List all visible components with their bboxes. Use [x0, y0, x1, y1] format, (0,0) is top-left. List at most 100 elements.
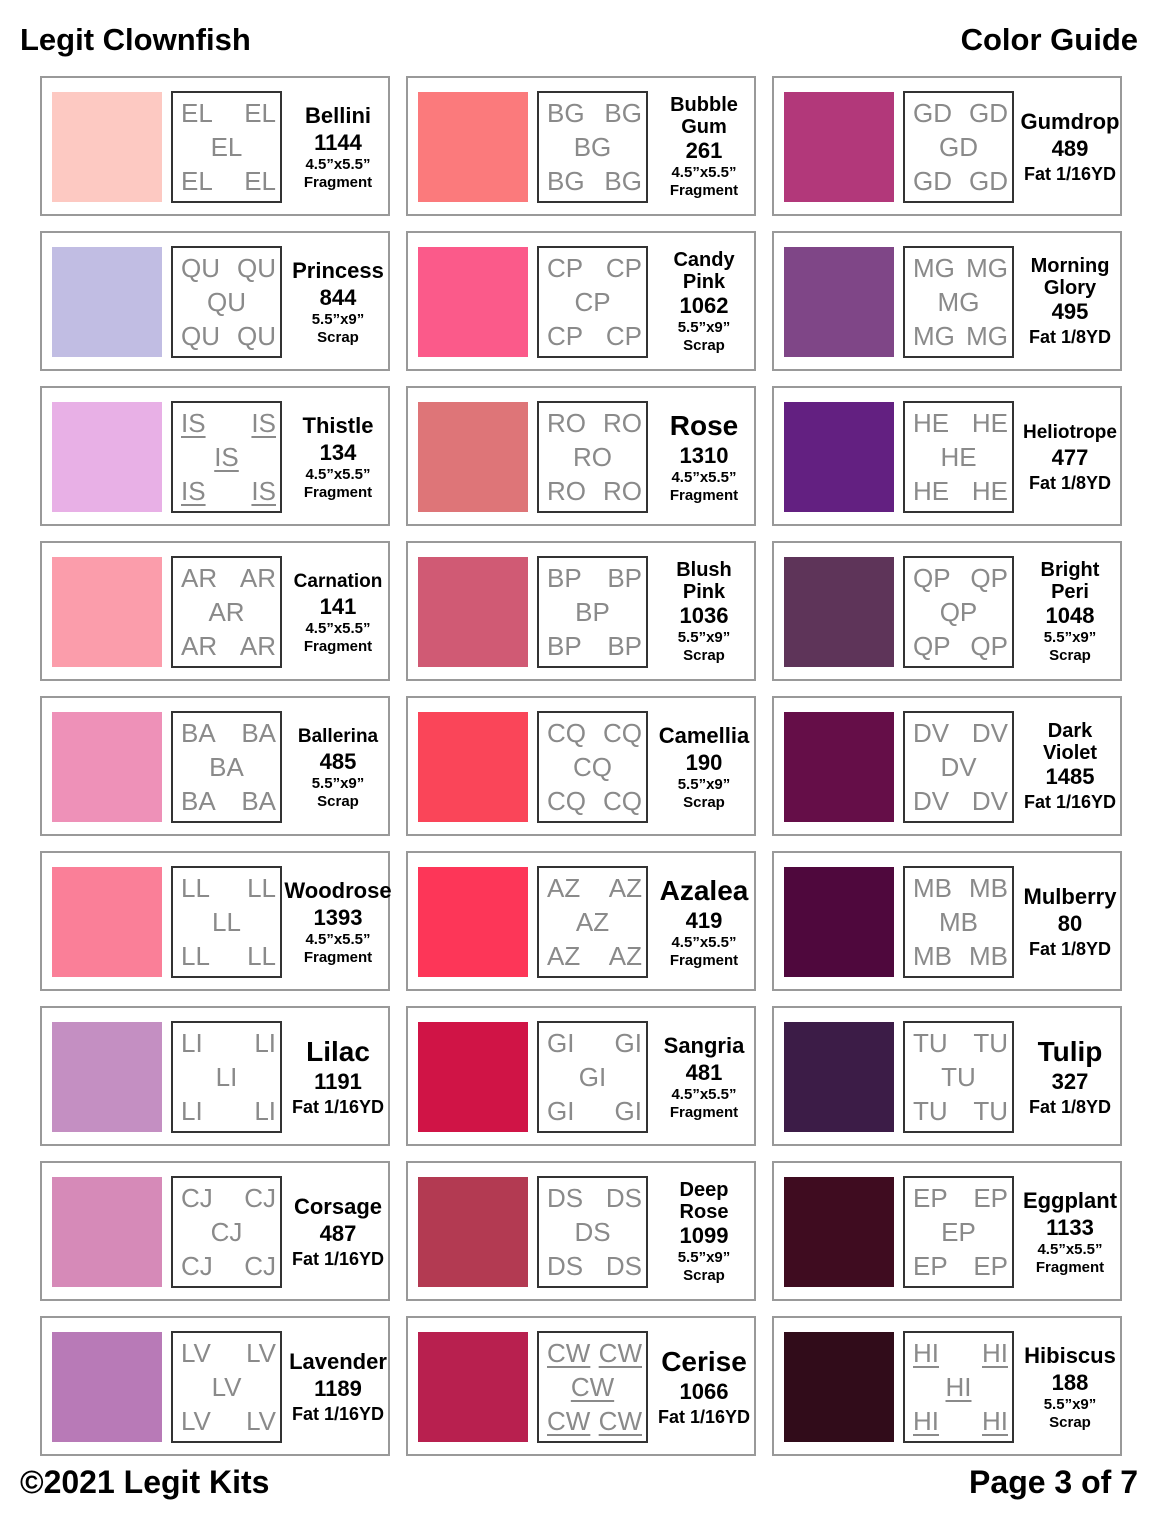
fabric-code: TU	[941, 1062, 976, 1092]
color-number: 1062	[679, 293, 729, 318]
fabric-code: BA	[181, 786, 216, 816]
cut-type: Fat 1/16YD	[1023, 164, 1117, 184]
color-card: DS DS DS DS DS Deep Rose 1099 5.5”x9” Scrap	[406, 1161, 756, 1301]
color-swatch	[418, 867, 528, 977]
fabric-code: BA	[241, 786, 276, 816]
fabric-code: CQ	[547, 786, 586, 816]
fabric-code: LI	[254, 1096, 276, 1126]
color-card: GD GD GD GD GD Gumdrop 489 Fat 1/16YD	[772, 76, 1122, 216]
color-number: 327	[1051, 1069, 1089, 1094]
color-card: QU QU QU QU QU Princess 844 5.5”x9” Scrap	[40, 231, 390, 371]
color-number: 190	[685, 750, 723, 775]
color-card: HI HI HI HI HI Hibiscus 188 5.5”x9” Scrap	[772, 1316, 1122, 1456]
code-box: QP QP QP QP QP	[903, 556, 1014, 668]
fabric-code: LV	[181, 1338, 211, 1368]
fabric-code: EP	[973, 1183, 1008, 1213]
color-swatch	[418, 712, 528, 822]
color-name: Eggplant	[1022, 1188, 1118, 1213]
cut-size: 5.5”x9”	[1043, 1396, 1097, 1413]
cut-type: Fat 1/8YD	[1028, 472, 1112, 493]
fabric-code: TU	[973, 1096, 1008, 1126]
color-swatch	[418, 402, 528, 512]
color-info: Hibiscus 188 5.5”x9” Scrap	[1017, 1328, 1123, 1446]
cut-type: Fat 1/8YD	[1028, 939, 1112, 959]
fabric-code: EP	[941, 1217, 976, 1247]
color-card: BA BA BA BA BA Ballerina 485 5.5”x9” Scrap	[40, 696, 390, 836]
color-card: HE HE HE HE HE Heliotrope 477 Fat 1/8YD	[772, 386, 1122, 526]
color-card: MG MG MG MG MG Morning Glory 495 Fat 1/8YD	[772, 231, 1122, 371]
color-info: Ballerina 485 5.5”x9” Scrap	[285, 708, 391, 826]
fabric-code: IS	[181, 408, 206, 438]
color-number: 481	[685, 1060, 723, 1085]
fabric-code: LL	[181, 941, 210, 971]
color-swatch	[418, 557, 528, 667]
fabric-code: GI	[547, 1096, 575, 1126]
cut-type: Scrap	[1049, 647, 1091, 664]
cut-type: Scrap	[683, 647, 725, 664]
color-name: Corsage	[293, 1194, 383, 1219]
color-name: Woodrose	[284, 878, 392, 903]
fabric-code: GD	[913, 166, 952, 196]
code-box: RO RO RO RO RO	[537, 401, 648, 513]
fabric-code: AZ	[547, 873, 581, 903]
fabric-code: LV	[246, 1338, 276, 1368]
fabric-code: HE	[940, 442, 977, 472]
cut-size: 5.5”x9”	[677, 319, 731, 336]
fabric-code: QP	[970, 563, 1008, 593]
color-info: Thistle 134 4.5”x5.5” Fragment	[285, 398, 391, 516]
color-card: TU TU TU TU TU Tulip 327 Fat 1/8YD	[772, 1006, 1122, 1146]
color-number: 141	[319, 593, 357, 619]
color-swatch	[52, 92, 162, 202]
color-info: Lilac 1191 Fat 1/16YD	[285, 1018, 391, 1136]
fabric-code: CJ	[244, 1251, 276, 1281]
fabric-code: CP	[574, 287, 611, 317]
cut-type: Fragment	[1035, 1259, 1105, 1276]
color-card: IS IS IS IS IS Thistle 134 4.5”x5.5” Fragment	[40, 386, 390, 526]
color-name: Lavender	[289, 1349, 387, 1374]
color-info: Lavender 1189 Fat 1/16YD	[285, 1328, 391, 1446]
code-box: HE HE HE HE HE	[903, 401, 1014, 513]
cut-type: Fat 1/16YD	[657, 1407, 751, 1427]
color-number: 1066	[679, 1379, 729, 1404]
fabric-code: GD	[969, 98, 1008, 128]
color-swatch	[784, 557, 894, 667]
color-swatch	[418, 1022, 528, 1132]
fabric-code: HE	[971, 476, 1008, 506]
code-box: AZ AZ AZ AZ AZ	[537, 866, 648, 978]
cut-type: Fat 1/16YD	[1023, 792, 1117, 812]
color-name: Blush Pink	[676, 559, 732, 603]
code-box: LV LV LV LV LV	[171, 1331, 282, 1443]
color-number: 188	[1051, 1370, 1089, 1395]
cut-type: Scrap	[317, 792, 359, 810]
fabric-code: DS	[574, 1217, 611, 1247]
color-name: Heliotrope	[1023, 421, 1117, 443]
cut-size: 4.5”x5.5”	[305, 466, 371, 483]
color-card: CJ CJ CJ CJ CJ Corsage 487 Fat 1/16YD	[40, 1161, 390, 1301]
fabric-code: CJ	[210, 1217, 243, 1247]
fabric-code: GI	[578, 1062, 607, 1092]
fabric-code: IS	[181, 476, 206, 506]
fabric-code: GI	[547, 1028, 575, 1058]
fabric-code: RO	[603, 476, 642, 506]
color-number: 1393	[313, 905, 363, 930]
code-box: DV DV DV DV DV	[903, 711, 1014, 823]
fabric-code: LV	[181, 1406, 211, 1436]
fabric-code: LV	[246, 1406, 276, 1436]
color-number: 261	[685, 138, 723, 163]
color-swatch	[52, 1022, 162, 1132]
color-info: Cerise 1066 Fat 1/16YD	[651, 1328, 757, 1446]
fabric-code: GD	[969, 166, 1008, 196]
color-info: Bright Peri 1048 5.5”x9” Scrap	[1017, 553, 1123, 671]
code-box: DS DS DS DS DS	[537, 1176, 648, 1288]
fabric-code: DV	[940, 752, 977, 782]
fabric-code: DS	[605, 1251, 642, 1281]
cut-type: Fragment	[303, 174, 373, 191]
color-name: Ballerina	[297, 725, 379, 747]
color-info: Tulip 327 Fat 1/8YD	[1017, 1018, 1123, 1136]
fabric-code: LI	[181, 1096, 203, 1126]
cut-type: Fragment	[669, 952, 739, 969]
color-card: GI GI GI GI GI Sangria 481 4.5”x5.5” Fragment	[406, 1006, 756, 1146]
code-box: EP EP EP EP EP	[903, 1176, 1014, 1288]
code-box: HI HI HI HI HI	[903, 1331, 1014, 1443]
color-number: 1036	[679, 603, 729, 628]
